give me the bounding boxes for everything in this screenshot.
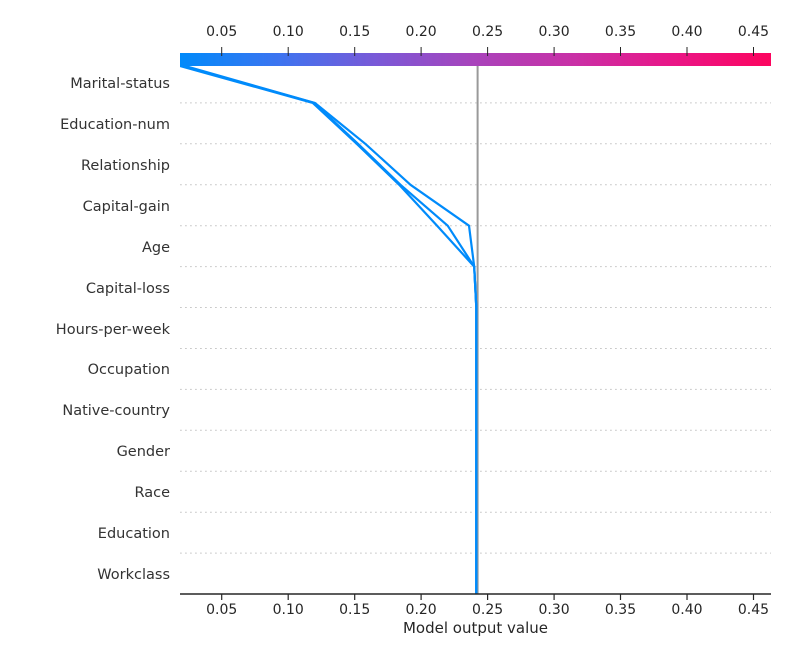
colorbar-tick-label: 0.20	[405, 24, 437, 40]
feature-label-marital-status: Marital-status	[70, 76, 170, 92]
colorbar	[180, 53, 771, 66]
feature-label-occupation: Occupation	[87, 362, 170, 379]
colorbar-ticks	[221, 47, 754, 56]
feature-label-education-num: Education-num	[60, 116, 170, 133]
decision-line	[180, 64, 478, 594]
colorbar-tick-label: 0.25	[472, 24, 504, 40]
feature-label-hours-per-week: Hours-per-week	[55, 321, 170, 338]
x-tick-label: 0.25	[472, 602, 504, 618]
colorbar-tick-label: 0.30	[538, 24, 570, 40]
feature-label-capital-loss: Capital-loss	[85, 280, 170, 297]
x-tick-label: 0.35	[604, 602, 637, 618]
x-tick-label: 0.30	[538, 602, 570, 618]
feature-label-age: Age	[141, 239, 170, 256]
x-axis	[180, 593, 771, 600]
colorbar-tick-label: 0.10	[272, 24, 304, 40]
feature-label-gender: Gender	[116, 444, 170, 461]
x-tick-label: 0.15	[339, 602, 371, 618]
colorbar-tick-label: 0.15	[339, 24, 371, 40]
decision-lines	[180, 63, 478, 594]
x-tick-label: 0.40	[671, 602, 703, 618]
feature-label-education: Education	[97, 526, 170, 543]
colorbar-tick-label: 0.05	[206, 24, 238, 40]
colorbar-tick-label: 0.40	[671, 24, 703, 40]
x-tick-label: 0.10	[272, 602, 304, 618]
x-tick-label: 0.45	[737, 602, 770, 618]
feature-label-capital-gain: Capital-gain	[82, 198, 170, 215]
decision-line	[180, 64, 478, 594]
feature-label-workclass: Workclass	[97, 567, 170, 583]
feature-label-race: Race	[134, 485, 170, 502]
feature-label-native-country: Native-country	[62, 403, 170, 420]
decision-line	[180, 63, 478, 594]
colorbar-tick-label: 0.45	[737, 24, 770, 40]
x-axis-title: Model output value	[402, 619, 549, 637]
colorbar-tick-label: 0.35	[604, 24, 637, 40]
x-tick-label: 0.05	[206, 602, 238, 618]
x-tick-label: 0.20	[405, 602, 437, 618]
feature-label-relationship: Relationship	[80, 157, 170, 174]
